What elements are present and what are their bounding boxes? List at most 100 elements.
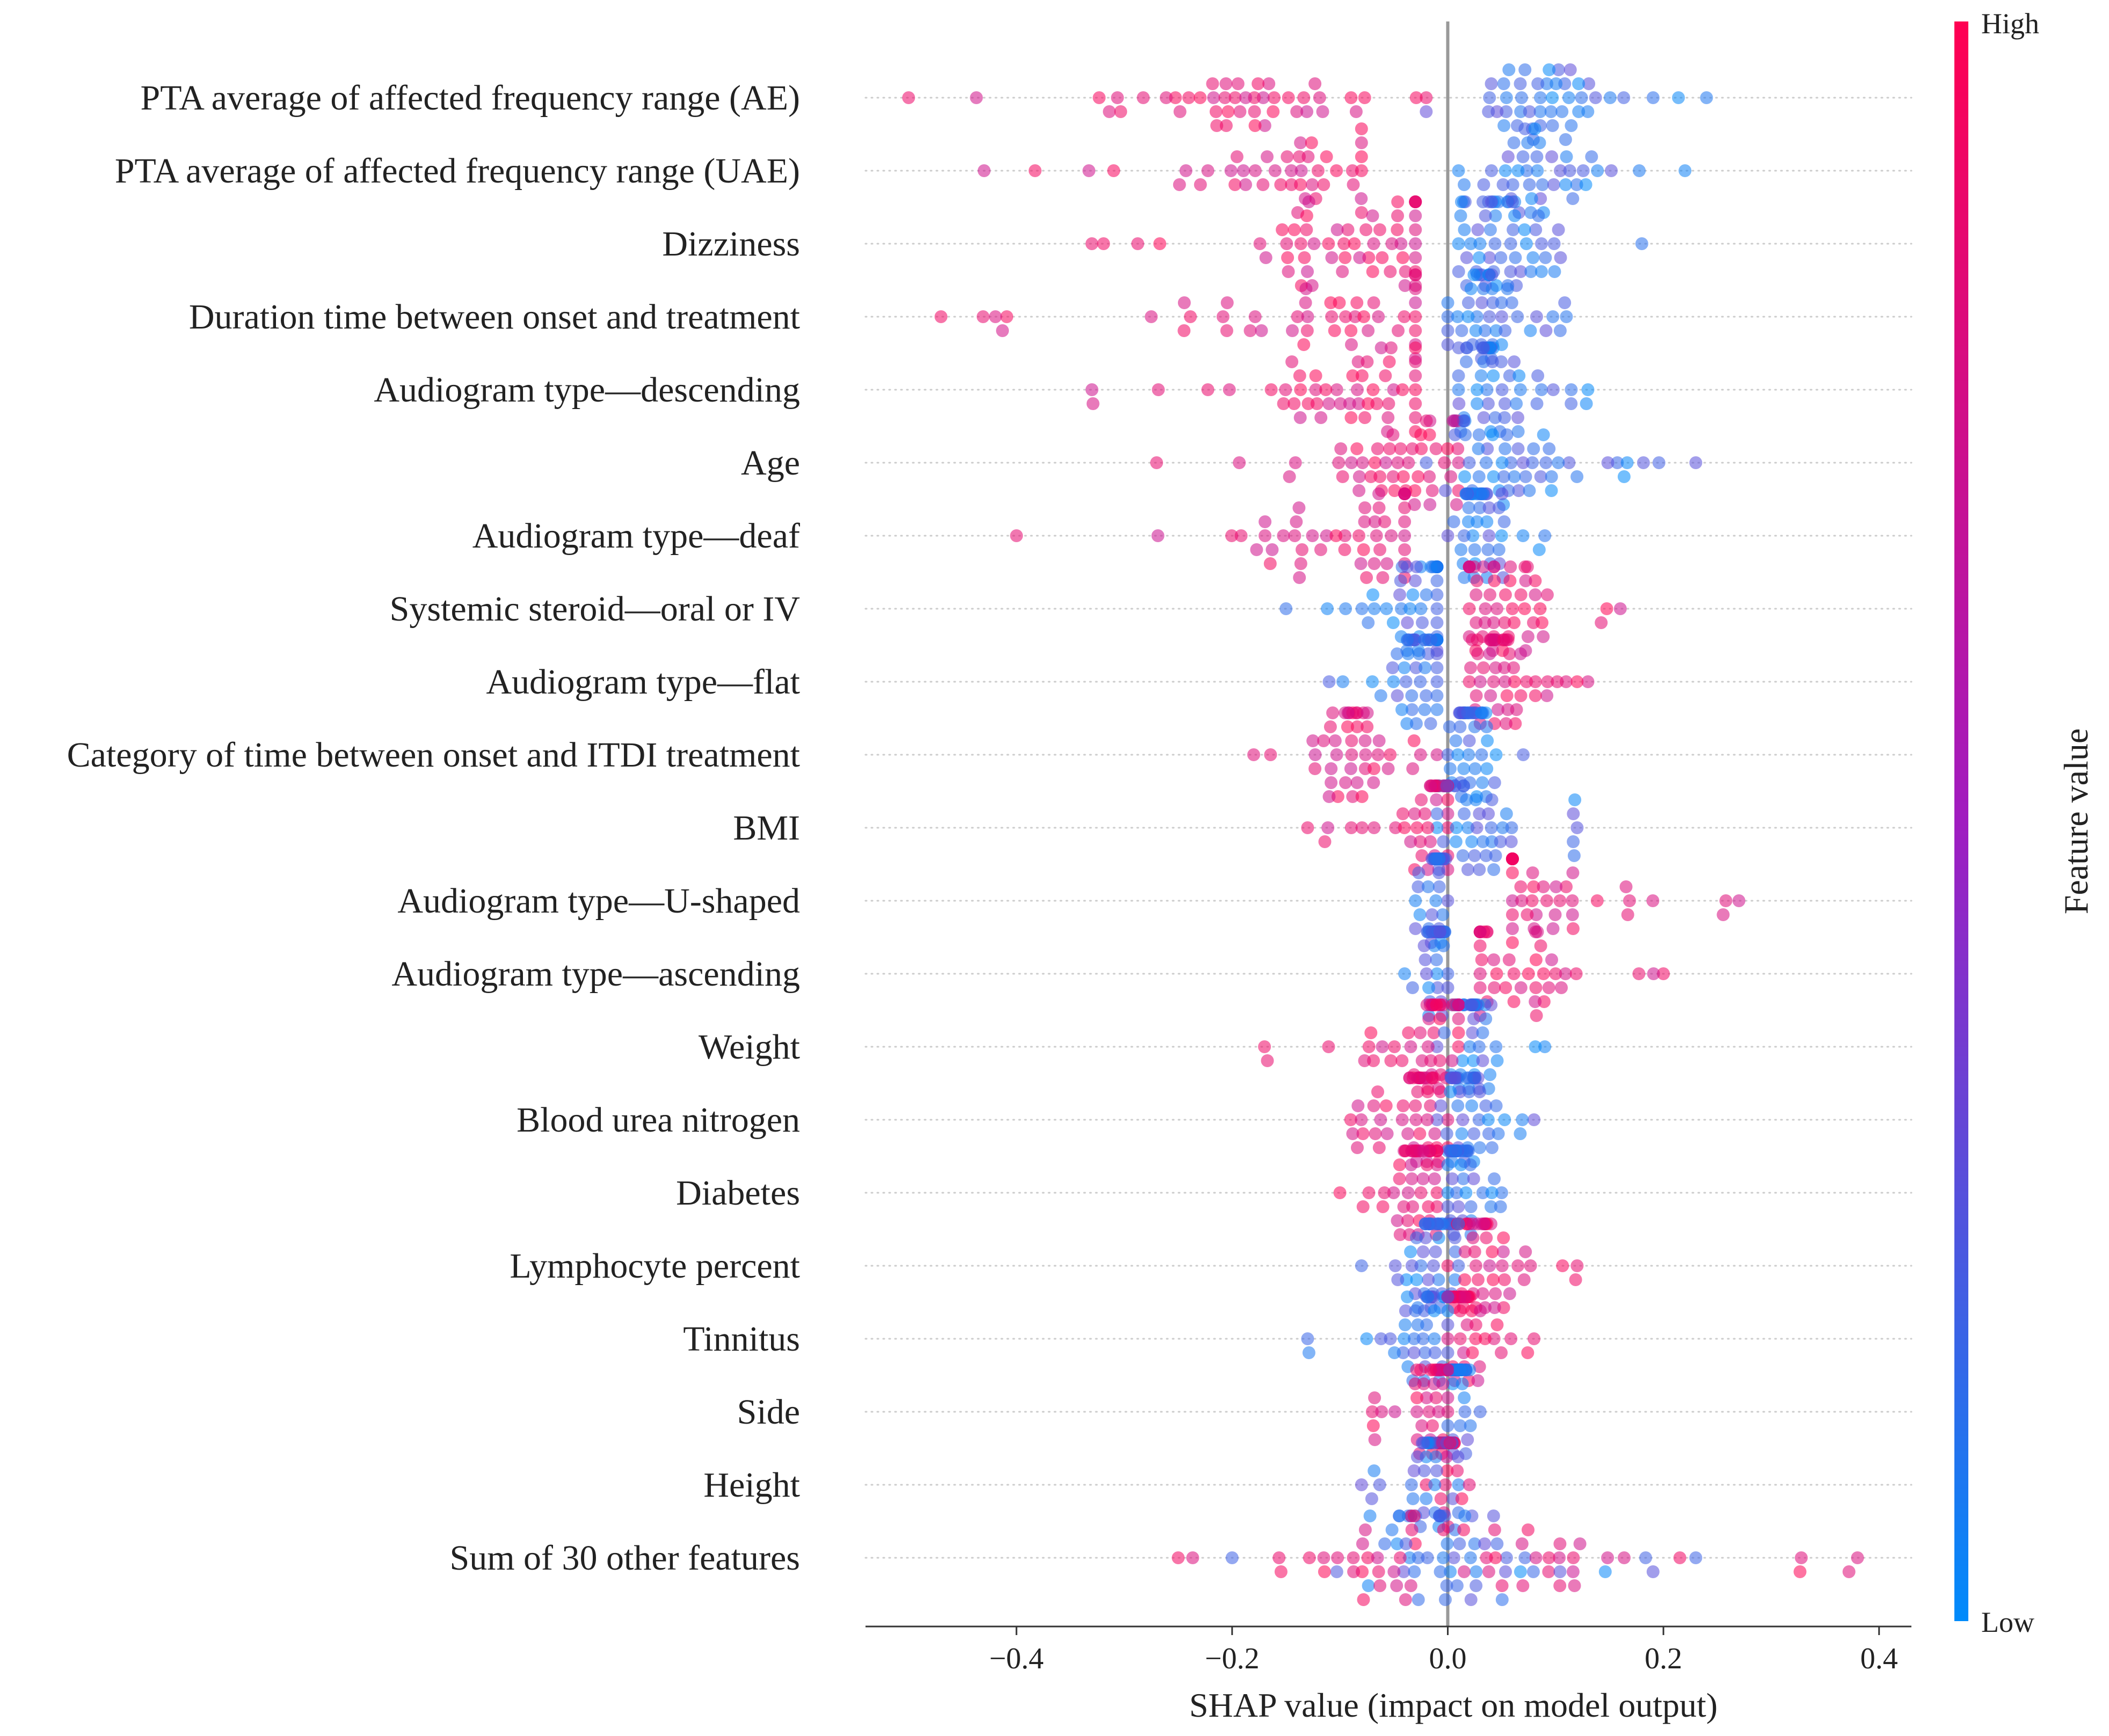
shap-point xyxy=(1441,748,1455,761)
shap-point xyxy=(1507,661,1520,674)
shap-point xyxy=(1540,77,1553,90)
shap-point xyxy=(1500,428,1514,441)
shap-point xyxy=(1355,122,1368,135)
shap-point xyxy=(1404,835,1417,848)
shap-point xyxy=(1554,164,1567,177)
shap-point xyxy=(1502,953,1516,966)
shap-point xyxy=(1367,1099,1380,1112)
shap-point xyxy=(1568,793,1582,806)
shap-point xyxy=(1490,967,1503,980)
shap-point xyxy=(1469,324,1482,337)
shap-point xyxy=(1349,105,1363,118)
shap-point xyxy=(1527,442,1540,455)
shap-point xyxy=(1449,1245,1462,1258)
shap-point xyxy=(1264,383,1278,396)
shap-point xyxy=(1281,251,1295,264)
shap-point xyxy=(1458,571,1471,584)
shap-point xyxy=(1373,543,1386,556)
shap-point xyxy=(1477,411,1490,424)
shap-point xyxy=(1410,1273,1423,1286)
shap-point xyxy=(1531,164,1544,177)
shap-point xyxy=(1225,529,1238,542)
shap-point xyxy=(1372,1141,1386,1154)
shap-point xyxy=(1689,456,1703,469)
shap-point xyxy=(1467,1172,1480,1185)
shap-point xyxy=(1417,1304,1431,1317)
shap-point xyxy=(1358,1523,1372,1536)
shap-point xyxy=(1420,105,1433,118)
shap-point xyxy=(1478,616,1492,629)
shap-point xyxy=(1384,1332,1397,1345)
shap-point xyxy=(1495,1186,1508,1199)
shap-point xyxy=(1458,223,1471,236)
shap-point xyxy=(1470,616,1483,629)
shap-point xyxy=(1398,1332,1411,1345)
shap-point xyxy=(1458,1290,1472,1303)
shap-point xyxy=(1842,1565,1856,1578)
shap-point xyxy=(1595,616,1608,629)
shap-point xyxy=(1386,470,1400,483)
shap-point xyxy=(1522,1523,1535,1536)
shap-point xyxy=(1485,268,1499,281)
shap-point xyxy=(1258,119,1271,132)
shap-point xyxy=(1288,397,1301,410)
shap-point xyxy=(1546,119,1559,132)
shap-point xyxy=(1478,1332,1492,1345)
shap-point xyxy=(1497,1231,1510,1244)
shap-point xyxy=(1534,939,1547,952)
shap-point xyxy=(1317,734,1330,747)
shap-point xyxy=(1452,1026,1465,1039)
shap-point xyxy=(1471,1273,1485,1286)
shap-point xyxy=(1732,894,1746,907)
shap-point xyxy=(1384,341,1398,354)
shap-point xyxy=(1619,880,1633,893)
shap-point xyxy=(1085,237,1099,250)
shap-point xyxy=(1497,77,1510,90)
shap-point xyxy=(1408,498,1421,511)
shap-point xyxy=(1306,734,1320,747)
shap-point xyxy=(1467,1012,1480,1025)
shap-point xyxy=(1581,383,1595,396)
shap-point xyxy=(1428,1217,1441,1230)
shap-point xyxy=(1355,136,1368,149)
shap-point xyxy=(1430,967,1444,980)
shap-point xyxy=(1441,338,1455,351)
shap-point xyxy=(1288,223,1301,236)
shap-point xyxy=(1429,852,1443,865)
shap-point xyxy=(1350,296,1364,309)
shap-point xyxy=(1406,588,1420,601)
shap-point xyxy=(1420,456,1433,469)
shap-point xyxy=(1540,689,1554,702)
shap-point xyxy=(1243,324,1257,337)
shap-point xyxy=(1566,894,1579,907)
shap-point xyxy=(1359,748,1372,761)
shap-point xyxy=(1300,209,1313,222)
shap-point xyxy=(1263,557,1277,570)
shap-point xyxy=(1458,1509,1472,1522)
shap-point xyxy=(1294,237,1307,250)
shap-point xyxy=(1611,456,1624,469)
shap-point xyxy=(1111,91,1124,104)
shap-point xyxy=(1496,821,1509,834)
shap-point xyxy=(1219,119,1233,132)
shap-point xyxy=(1368,602,1381,615)
shap-point xyxy=(1495,487,1509,500)
shap-point xyxy=(1177,324,1191,337)
shap-point xyxy=(1613,602,1627,615)
shap-point xyxy=(1010,529,1023,542)
shap-point xyxy=(1657,967,1670,980)
shap-point xyxy=(1567,849,1581,862)
shap-point xyxy=(1505,296,1518,309)
shap-point xyxy=(1420,1158,1434,1171)
shap-point xyxy=(1421,1551,1434,1564)
shap-point xyxy=(1317,178,1330,191)
shap-point xyxy=(1350,442,1364,455)
feature-label: Audiogram type—flat xyxy=(486,662,800,702)
shap-point xyxy=(1395,1054,1409,1067)
shap-point xyxy=(1514,1565,1527,1578)
shap-point xyxy=(1292,501,1306,514)
shap-point xyxy=(1283,470,1296,483)
shap-point xyxy=(1365,1405,1379,1418)
shap-point xyxy=(1337,237,1351,250)
